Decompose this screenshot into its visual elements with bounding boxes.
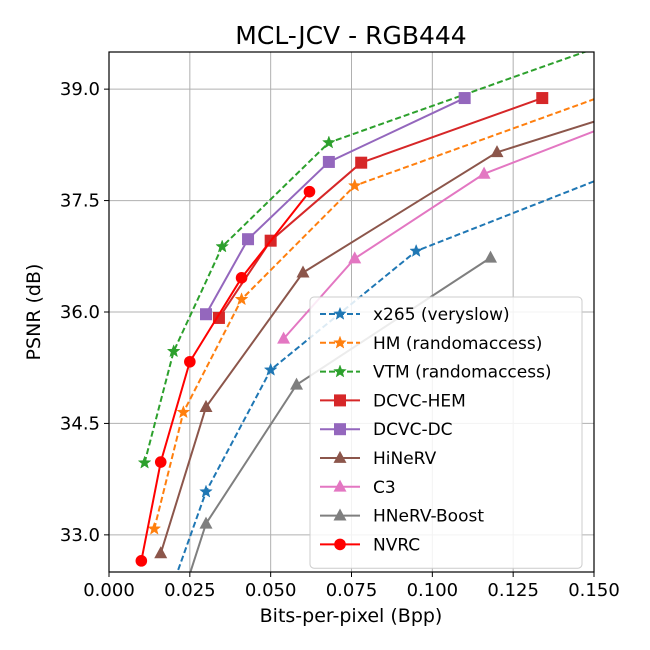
legend-marker bbox=[333, 450, 347, 463]
data-point bbox=[137, 455, 152, 469]
data-point bbox=[234, 292, 249, 306]
x-axis: 0.000 0.025 0.050 0.075 0.100 0.125 0.150 bbox=[83, 572, 620, 601]
x-tick-label: 0.050 bbox=[245, 580, 297, 601]
y-tick-label: 37.5 bbox=[60, 191, 100, 212]
data-point bbox=[147, 521, 162, 535]
data-point bbox=[176, 405, 191, 419]
chart-title: MCL-JCV - RGB444 bbox=[235, 21, 466, 50]
x-tick-label: 0.125 bbox=[487, 580, 539, 601]
y-axis-label: PSNR (dB) bbox=[23, 264, 45, 361]
data-point bbox=[348, 251, 362, 264]
x-tick-label: 0.075 bbox=[326, 580, 378, 601]
legend-label: HiNeRV bbox=[373, 449, 437, 469]
legend-item: HNeRV-Boost bbox=[320, 507, 484, 527]
x-tick-label: 0.150 bbox=[568, 580, 620, 601]
data-point bbox=[620, 112, 633, 124]
data-point bbox=[154, 546, 168, 559]
legend-label: HM (randomaccess) bbox=[373, 334, 542, 354]
y-axis: 33.0 34.5 36.0 37.5 39.0 bbox=[60, 79, 109, 546]
series-5 bbox=[154, 104, 633, 559]
data-point bbox=[167, 617, 180, 629]
legend-item: x265 (veryslow) bbox=[320, 305, 510, 325]
legend: x265 (veryslow) HM (randomaccess) VTM (ran… bbox=[309, 296, 583, 569]
data-point bbox=[166, 344, 181, 358]
x-axis-label: Bits-per-pixel (Bpp) bbox=[260, 605, 443, 627]
data-point bbox=[477, 166, 491, 179]
series-2 bbox=[137, 31, 632, 469]
legend-label: C3 bbox=[373, 478, 396, 498]
legend-item: VTM (randomaccess) bbox=[320, 363, 552, 383]
data-point bbox=[620, 31, 632, 43]
data-point bbox=[199, 484, 213, 498]
data-point bbox=[199, 516, 213, 529]
data-point bbox=[458, 92, 471, 105]
legend-label: DCVC-DC bbox=[373, 420, 453, 440]
x-tick-label: 0.000 bbox=[83, 580, 135, 601]
legend-marker bbox=[333, 335, 347, 349]
x-tick-label: 0.025 bbox=[164, 580, 216, 601]
legend-item: DCVC-DC bbox=[320, 420, 453, 440]
series-4 bbox=[200, 92, 471, 321]
data-point bbox=[154, 456, 167, 468]
data-point bbox=[409, 243, 424, 257]
y-tick-label: 36.0 bbox=[60, 302, 100, 323]
legend-marker bbox=[334, 538, 346, 551]
series-0 bbox=[145, 180, 594, 650]
series-line bbox=[218, 97, 543, 319]
legend-marker bbox=[334, 423, 346, 436]
legend-marker bbox=[333, 306, 347, 320]
data-point bbox=[135, 555, 148, 567]
legend-item: NVRC bbox=[320, 535, 420, 555]
data-point bbox=[200, 308, 212, 321]
legend-marker bbox=[333, 508, 347, 521]
data-point bbox=[355, 156, 368, 169]
legend-marker bbox=[333, 479, 347, 492]
series-8 bbox=[135, 185, 316, 567]
legend-marker bbox=[334, 394, 346, 407]
y-tick-label: 39.0 bbox=[60, 79, 100, 100]
data-point bbox=[145, 640, 157, 650]
legend-label: VTM (randomaccess) bbox=[373, 363, 552, 383]
data-point bbox=[636, 75, 648, 87]
data-point bbox=[277, 331, 291, 344]
series-3 bbox=[212, 92, 549, 324]
legend-item: HiNeRV bbox=[320, 449, 437, 469]
y-tick-label: 33.0 bbox=[60, 525, 100, 546]
x-tick-label: 0.100 bbox=[407, 580, 459, 601]
legend-label: HNeRV-Boost bbox=[373, 507, 484, 527]
series-1 bbox=[147, 75, 648, 535]
data-point bbox=[322, 155, 335, 168]
data-point bbox=[484, 250, 498, 263]
legend-marker bbox=[333, 364, 347, 378]
data-point bbox=[242, 233, 255, 246]
data-point bbox=[620, 104, 633, 116]
y-tick-label: 34.5 bbox=[60, 413, 100, 434]
legend-box bbox=[309, 296, 583, 569]
legend-label: NVRC bbox=[373, 535, 420, 555]
data-point bbox=[235, 272, 248, 284]
data-point bbox=[263, 362, 278, 376]
data-point bbox=[184, 355, 196, 368]
data-point bbox=[303, 185, 316, 198]
legend-item: DCVC-HEM bbox=[320, 391, 466, 411]
data-point bbox=[322, 135, 336, 149]
data-point bbox=[536, 92, 549, 105]
legend-item: C3 bbox=[320, 478, 396, 498]
data-point bbox=[296, 265, 310, 278]
legend-label: x265 (veryslow) bbox=[373, 305, 510, 325]
data-point bbox=[347, 178, 362, 192]
data-point bbox=[490, 145, 504, 158]
legend-label: DCVC-HEM bbox=[373, 391, 466, 411]
data-point bbox=[199, 399, 213, 412]
data-point bbox=[290, 377, 304, 390]
legend-item: HM (randomaccess) bbox=[320, 334, 542, 354]
data-point bbox=[215, 239, 230, 253]
series-line bbox=[205, 97, 466, 315]
